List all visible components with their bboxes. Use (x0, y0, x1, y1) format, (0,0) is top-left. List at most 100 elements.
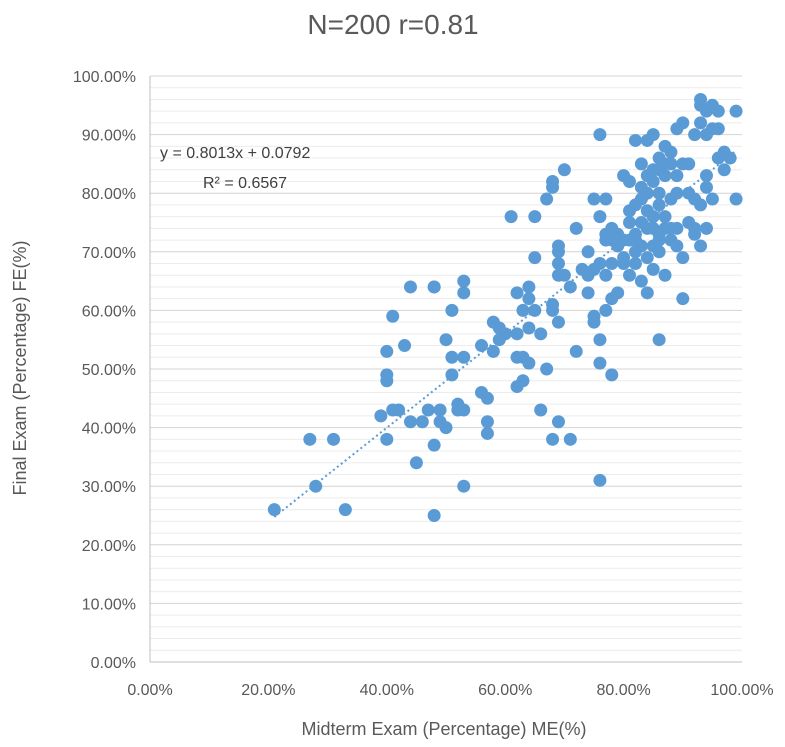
x-tick-label: 20.00% (241, 682, 295, 699)
data-point (433, 403, 447, 417)
data-point (534, 327, 548, 341)
data-point (415, 415, 429, 429)
data-point (640, 286, 654, 300)
x-tick-label: 100.00% (710, 682, 773, 699)
data-point (457, 350, 471, 364)
data-point (676, 292, 690, 306)
y-tick-label: 0.00% (91, 655, 136, 672)
data-point (705, 192, 719, 206)
x-axis-title: Midterm Exam (Percentage) ME(%) (301, 719, 586, 739)
y-tick-label: 10.00% (82, 596, 136, 613)
data-point (563, 432, 577, 446)
data-point (634, 157, 648, 171)
x-tick-label: 40.00% (360, 682, 414, 699)
data-point (694, 198, 708, 212)
data-point (457, 286, 471, 300)
x-tick-label: 80.00% (596, 682, 650, 699)
y-tick-label: 20.00% (82, 538, 136, 555)
data-point (658, 210, 672, 224)
data-point (664, 145, 678, 159)
data-point (652, 198, 666, 212)
y-tick-label: 100.00% (73, 69, 136, 86)
data-point (522, 356, 536, 370)
data-point (445, 303, 459, 317)
data-point (699, 221, 713, 235)
data-point (729, 192, 743, 206)
data-point (729, 104, 743, 118)
chart-title: N=200 r=0.81 (307, 9, 478, 40)
data-point (670, 221, 684, 235)
data-point (338, 503, 352, 517)
data-point (528, 303, 542, 317)
data-point (581, 245, 595, 259)
data-point (646, 262, 660, 276)
data-point (664, 157, 678, 171)
data-point (623, 174, 637, 188)
data-point (540, 192, 554, 206)
data-point (646, 128, 660, 142)
data-point (634, 274, 648, 288)
data-point (480, 415, 494, 429)
data-point (380, 432, 394, 446)
data-point (593, 257, 607, 271)
data-points (267, 92, 743, 522)
data-point (676, 116, 690, 130)
data-point (599, 268, 613, 282)
data-point (546, 432, 560, 446)
data-point (688, 128, 702, 142)
data-point (445, 368, 459, 382)
data-point (652, 233, 666, 247)
data-point (421, 403, 435, 417)
data-point (699, 169, 713, 183)
data-point (480, 426, 494, 440)
data-point (563, 280, 577, 294)
data-point (587, 315, 601, 329)
data-point (551, 245, 565, 259)
data-point (652, 245, 666, 259)
data-point (398, 339, 412, 353)
data-point (557, 268, 571, 282)
data-point (486, 344, 500, 358)
data-point (504, 210, 518, 224)
data-point (634, 239, 648, 253)
data-point (694, 239, 708, 253)
data-point (475, 339, 489, 353)
data-point (392, 403, 406, 417)
trendline-group (273, 149, 737, 518)
data-point (569, 221, 583, 235)
data-point (569, 344, 583, 358)
tick-labels: 0.00% 10.00% 20.00% 30.00% 40.00% 50.00% 60.00… (73, 69, 774, 699)
data-point (682, 157, 696, 171)
data-point (267, 503, 281, 517)
data-point (652, 333, 666, 347)
y-tick-label: 30.00% (82, 479, 136, 496)
x-tick-label: 0.00% (127, 682, 172, 699)
data-point (711, 122, 725, 136)
y-tick-label: 90.00% (82, 128, 136, 145)
data-point (427, 509, 441, 522)
data-point (534, 403, 548, 417)
data-point (658, 169, 672, 183)
y-tick-label: 80.00% (82, 186, 136, 203)
axes (149, 76, 742, 663)
data-point (623, 268, 637, 282)
data-point (599, 192, 613, 206)
data-point (557, 163, 571, 177)
data-point (581, 286, 595, 300)
data-point (409, 456, 423, 470)
data-point (593, 333, 607, 347)
data-point (510, 286, 524, 300)
data-point (551, 415, 565, 429)
data-point (670, 239, 684, 253)
data-point (374, 409, 388, 423)
data-point (546, 174, 560, 188)
data-point (309, 479, 323, 493)
data-point (403, 280, 417, 294)
trendline-r-squared: R² = 0.6567 (203, 175, 287, 192)
data-point (717, 163, 731, 177)
data-point (327, 432, 341, 446)
y-tick-label: 60.00% (82, 303, 136, 320)
data-point (640, 251, 654, 265)
